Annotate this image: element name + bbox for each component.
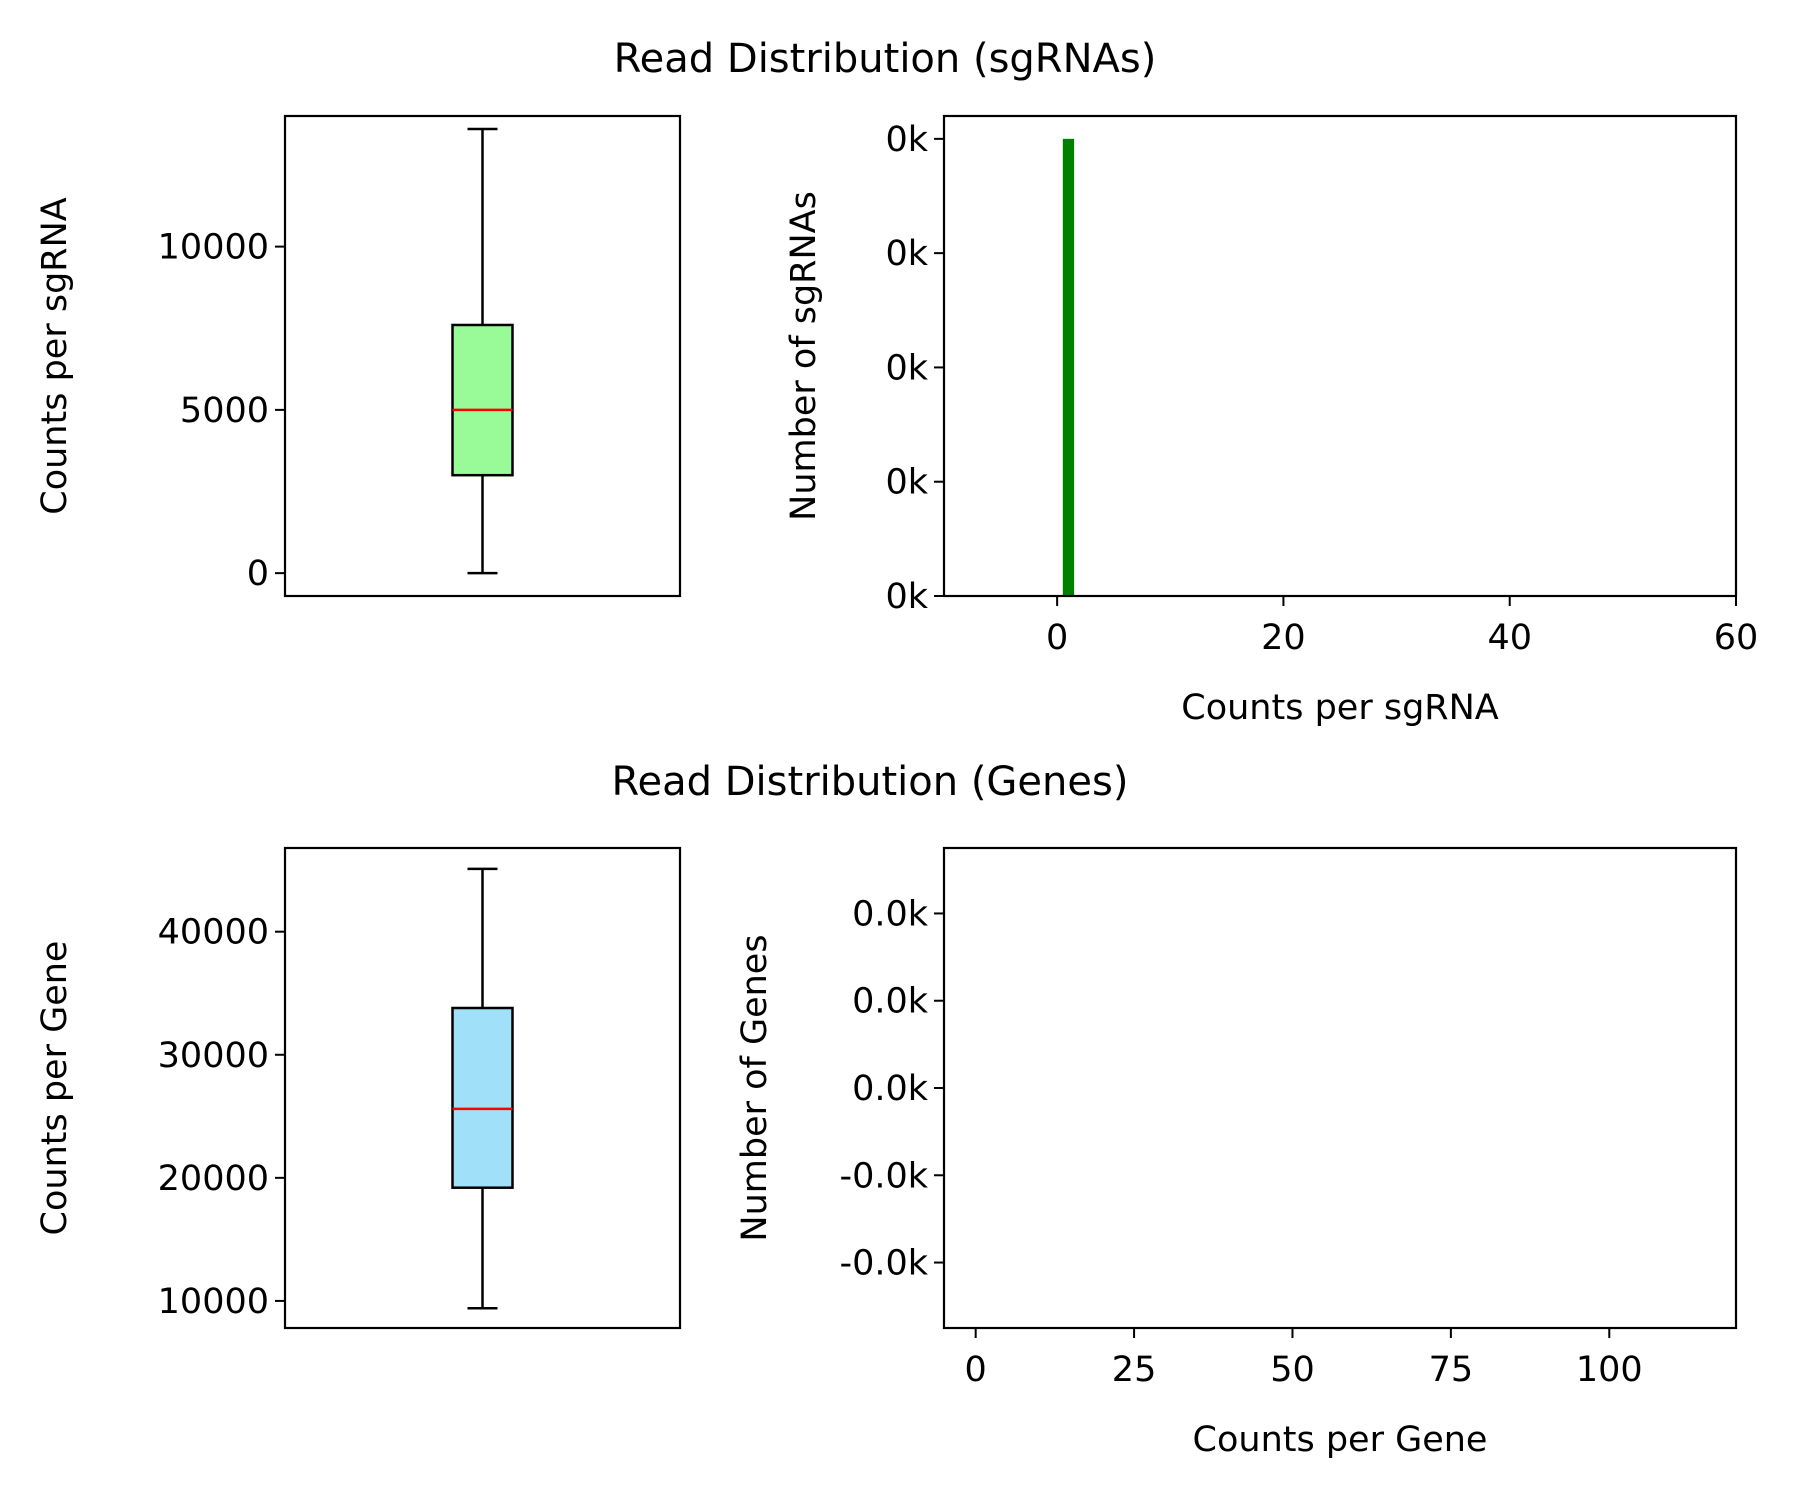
gene_hist-chart: -0.0k -0.0k 0.0k 0.0k 0.0k 0 25 50 75 100 Counts p… <box>735 846 1738 1460</box>
y-axis-label: Number of sgRNAs <box>784 191 824 521</box>
y-tick-label: -0.0k <box>839 1156 928 1196</box>
y-tick-label: -0.0k <box>839 1244 928 1284</box>
y-tick-label: 10000 <box>158 1282 269 1322</box>
plots-group: 0 5000 10000 Counts per sgRNA 0k 0k 0k 0k 0k 0 20 4… <box>35 114 1759 1460</box>
x-tick-label: 20 <box>1261 618 1306 658</box>
x-tick-label: 25 <box>1112 1350 1157 1390</box>
y-tick-label: 0 <box>247 554 269 594</box>
x-tick-label: 0 <box>1046 618 1068 658</box>
x-tick-label: 75 <box>1429 1350 1474 1390</box>
y-tick-label: 30000 <box>158 1036 269 1076</box>
sgrna_box-chart: 0 5000 10000 Counts per sgRNA <box>35 114 682 598</box>
y-tick-label: 0.0k <box>852 982 929 1022</box>
y-tick-label: 10000 <box>158 228 269 268</box>
y-tick-label: 0k <box>885 463 928 503</box>
iqr-box <box>451 1006 514 1189</box>
plot-frame <box>283 846 682 1330</box>
y-tick-label: 0k <box>885 348 928 388</box>
gene_box-chart: 10000 20000 30000 40000 Counts per Gene <box>35 846 682 1330</box>
x-tick-label: 50 <box>1270 1350 1315 1390</box>
x-tick-label: 100 <box>1576 1350 1643 1390</box>
plot-frame <box>942 114 1738 598</box>
plot-frame <box>942 846 1738 1330</box>
y-axis-label: Counts per sgRNA <box>35 197 75 515</box>
top-section-title: Read Distribution (sgRNAs) <box>614 36 1157 82</box>
x-tick-label: 0 <box>965 1350 987 1390</box>
histogram-bar <box>1062 138 1075 596</box>
y-tick-label: 20000 <box>158 1159 269 1199</box>
sgrna_hist-chart: 0k 0k 0k 0k 0k 0 20 40 60 Counts per sgRNA Number … <box>784 114 1759 728</box>
iqr-box <box>451 323 514 477</box>
x-axis-label: Counts per sgRNA <box>1181 688 1499 728</box>
bottom-section-title: Read Distribution (Genes) <box>612 759 1129 805</box>
x-axis-label: Counts per Gene <box>1193 1420 1488 1460</box>
y-axis-label: Counts per Gene <box>35 941 75 1236</box>
y-tick-label: 0.0k <box>852 1069 929 1109</box>
y-tick-label: 0k <box>885 234 928 274</box>
plot-frame <box>283 114 682 598</box>
y-axis-label: Number of Genes <box>735 934 775 1241</box>
y-tick-label: 0.0k <box>852 894 929 934</box>
y-tick-label: 0k <box>885 577 928 617</box>
y-tick-label: 5000 <box>180 391 269 431</box>
y-tick-label: 40000 <box>158 913 269 953</box>
x-tick-label: 60 <box>1714 618 1759 658</box>
y-tick-label: 0k <box>885 120 928 160</box>
x-tick-label: 40 <box>1487 618 1532 658</box>
